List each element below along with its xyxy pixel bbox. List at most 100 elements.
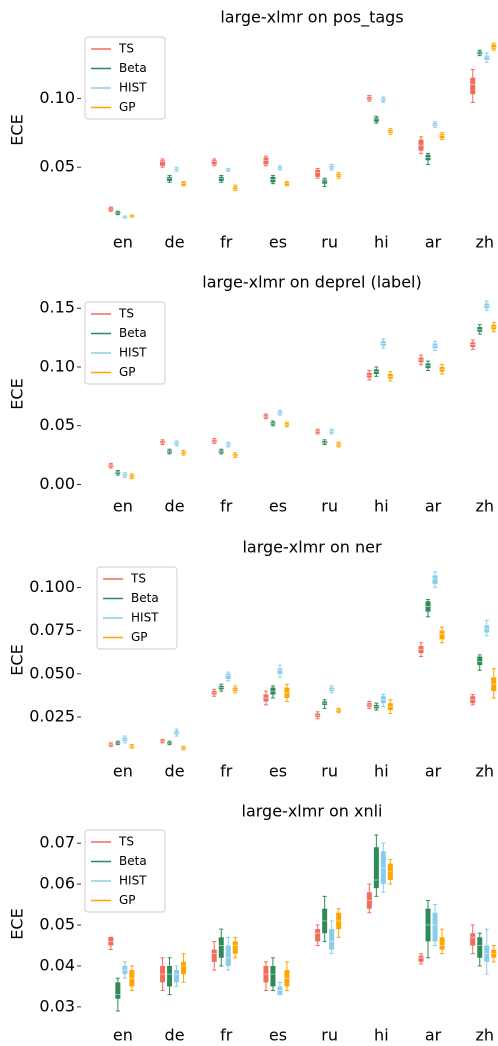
y-tick-label: 0.04 bbox=[39, 955, 75, 974]
box bbox=[115, 982, 121, 999]
y-tick-label: 0.15 bbox=[39, 298, 75, 317]
box bbox=[336, 709, 342, 712]
y-tick-label: 0.00 bbox=[39, 474, 75, 493]
box bbox=[160, 160, 166, 166]
x-tick-label: hi bbox=[374, 1026, 389, 1045]
legend-box bbox=[84, 36, 166, 120]
box bbox=[322, 179, 328, 184]
box bbox=[373, 847, 379, 889]
box bbox=[174, 970, 180, 983]
box bbox=[477, 937, 483, 958]
x-tick-label: hi bbox=[374, 762, 389, 781]
y-axis-label: ECE bbox=[8, 114, 27, 145]
legend-label: Beta bbox=[119, 854, 147, 868]
box bbox=[211, 160, 217, 165]
y-tick-label: 0.07 bbox=[39, 833, 75, 852]
legend-label: GP bbox=[119, 893, 136, 907]
box bbox=[432, 912, 438, 942]
box bbox=[470, 77, 476, 95]
x-tick-label: en bbox=[113, 1026, 133, 1045]
box bbox=[418, 955, 424, 962]
legend-label: Beta bbox=[131, 591, 159, 605]
x-tick-label: es bbox=[269, 762, 287, 781]
box bbox=[225, 945, 231, 966]
box bbox=[167, 965, 173, 987]
legend-box bbox=[96, 566, 178, 650]
y-tick-label: 0.03 bbox=[39, 996, 75, 1015]
x-tick-label: ar bbox=[425, 497, 442, 516]
box bbox=[167, 176, 173, 181]
chart-title: large-xlmr on xnli bbox=[242, 802, 383, 821]
box bbox=[484, 55, 490, 60]
x-tick-label: ru bbox=[321, 233, 338, 252]
box bbox=[439, 134, 445, 139]
x-tick-label: de bbox=[165, 1026, 185, 1045]
x-tick-label: fr bbox=[220, 1026, 233, 1045]
legend-label: Beta bbox=[119, 61, 147, 75]
y-tick-label: 0.075 bbox=[29, 620, 75, 639]
y-tick-label: 0.05 bbox=[39, 915, 75, 934]
y-axis-label: ECE bbox=[8, 908, 27, 939]
chart-title: large-xlmr on pos_tags bbox=[220, 8, 403, 28]
box bbox=[432, 575, 438, 584]
box bbox=[439, 630, 445, 640]
y-tick-label: 0.05 bbox=[39, 415, 75, 434]
x-tick-label: hi bbox=[374, 233, 389, 252]
x-tick-label: zh bbox=[475, 1026, 494, 1045]
legend-label: TS bbox=[118, 42, 134, 56]
legend-label: GP bbox=[131, 630, 148, 644]
x-tick-label: ru bbox=[321, 762, 338, 781]
legend-box bbox=[84, 829, 166, 913]
box bbox=[477, 656, 483, 666]
x-tick-label: ar bbox=[425, 233, 442, 252]
x-tick-label: ru bbox=[321, 1026, 338, 1045]
box bbox=[315, 929, 321, 942]
x-tick-label: es bbox=[269, 233, 287, 252]
box bbox=[181, 961, 187, 975]
x-tick-label: zh bbox=[475, 497, 494, 516]
legend-label: TS bbox=[130, 572, 146, 586]
box bbox=[315, 169, 321, 177]
legend-label: TS bbox=[118, 835, 134, 849]
box bbox=[470, 933, 476, 946]
y-tick-label: 0.050 bbox=[29, 663, 75, 682]
legend-label: HIST bbox=[119, 346, 147, 360]
box bbox=[225, 673, 231, 679]
x-tick-label: fr bbox=[220, 762, 233, 781]
legend-label: TS bbox=[118, 307, 134, 321]
x-tick-label: en bbox=[113, 762, 133, 781]
box bbox=[218, 176, 224, 181]
x-tick-label: zh bbox=[475, 762, 494, 781]
legend-label: HIST bbox=[131, 611, 159, 625]
x-tick-label: de bbox=[165, 233, 185, 252]
legend-label: HIST bbox=[119, 81, 147, 95]
legend-label: Beta bbox=[119, 326, 147, 340]
legend-box bbox=[84, 301, 166, 385]
box bbox=[211, 949, 217, 962]
x-tick-label: es bbox=[269, 1026, 287, 1045]
x-tick-label: ar bbox=[425, 1026, 442, 1045]
x-tick-label: en bbox=[113, 497, 133, 516]
x-tick-label: en bbox=[113, 233, 133, 252]
y-tick-label: 0.025 bbox=[29, 707, 75, 726]
box bbox=[277, 668, 283, 674]
legend-label: GP bbox=[119, 100, 136, 114]
y-tick-label: 0.100 bbox=[29, 577, 75, 596]
x-tick-label: de bbox=[165, 762, 185, 781]
box bbox=[373, 117, 379, 122]
legend-label: HIST bbox=[119, 874, 147, 888]
box bbox=[270, 965, 276, 987]
x-tick-label: fr bbox=[220, 497, 233, 516]
legend-label: GP bbox=[119, 365, 136, 379]
x-tick-label: ru bbox=[321, 497, 338, 516]
y-tick-label: 0.10 bbox=[39, 88, 75, 107]
x-tick-label: es bbox=[269, 497, 287, 516]
x-tick-label: fr bbox=[220, 233, 233, 252]
y-tick-label: 0.06 bbox=[39, 874, 75, 893]
box bbox=[263, 157, 269, 165]
y-axis-label: ECE bbox=[8, 644, 27, 675]
x-tick-label: ar bbox=[425, 762, 442, 781]
box bbox=[329, 929, 335, 950]
